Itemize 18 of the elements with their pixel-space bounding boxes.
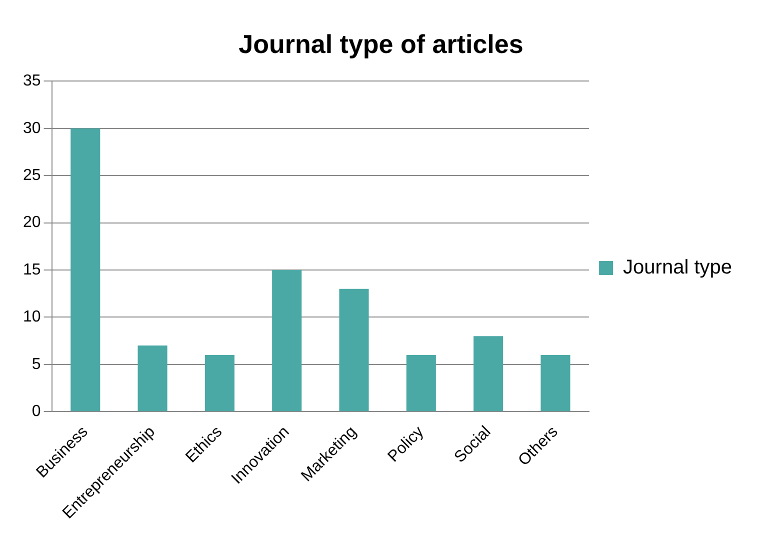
y-tick-label: 5 — [32, 356, 41, 373]
bar — [540, 354, 570, 412]
bar — [70, 128, 100, 412]
bar — [406, 354, 436, 412]
bar — [272, 270, 302, 412]
bar — [138, 346, 168, 412]
y-tick-label: 30 — [23, 120, 41, 137]
y-tick-label: 10 — [23, 308, 41, 326]
y-tick-label: 15 — [23, 261, 41, 278]
bar — [339, 288, 369, 412]
bar — [204, 354, 234, 412]
y-tick-label: 0 — [32, 403, 41, 420]
bar — [474, 336, 504, 412]
y-tick-label: 20 — [23, 214, 41, 232]
legend-label: Journal type — [623, 256, 732, 279]
y-tick-label: 35 — [23, 72, 41, 90]
y-tick-label: 25 — [23, 167, 41, 184]
chart-title: Journal type of articles — [238, 28, 524, 59]
